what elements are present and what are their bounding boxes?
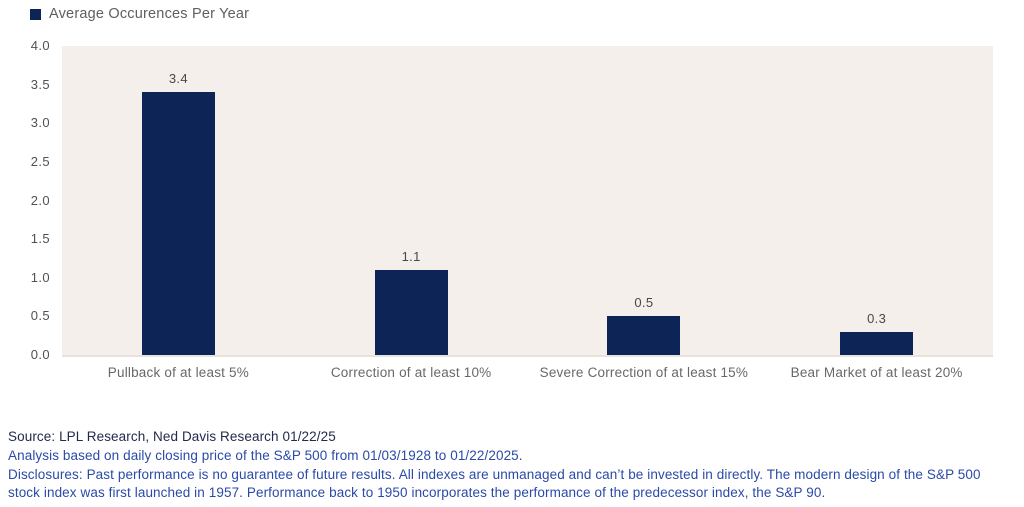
- bar[interactable]: [607, 316, 681, 355]
- y-tick-label: 2.0: [30, 192, 50, 208]
- legend-swatch-icon: [30, 8, 41, 20]
- legend: Average Occurences Per Year: [30, 6, 249, 22]
- bar[interactable]: [840, 331, 914, 355]
- y-tick-label: 0.0: [30, 347, 50, 362]
- footer-line: Source: LPL Research, Ned Davis Research…: [8, 429, 336, 444]
- x-axis-category-label: Bear Market of at least 20%: [790, 365, 963, 380]
- bar-value-label: 3.4: [168, 71, 188, 87]
- footer-line: Analysis based on daily closing price of…: [8, 447, 523, 463]
- footer-line: stock index was first launched in 1957. …: [8, 485, 826, 501]
- bar-group: 0.3: [760, 46, 993, 355]
- bar[interactable]: [374, 270, 448, 355]
- bar-value-label: 0.5: [634, 295, 654, 311]
- source-footer: Source: LPL Research, Ned Davis Research…: [8, 428, 1020, 503]
- bar[interactable]: [141, 92, 215, 355]
- y-tick-label: 1.0: [30, 269, 50, 285]
- y-tick-label: 1.5: [30, 231, 50, 247]
- bar-group: 3.4: [62, 46, 295, 355]
- bar-value-label: 1.1: [401, 249, 421, 265]
- x-axis-labels: Pullback of at least 5% Correction of at …: [62, 365, 993, 380]
- bar-group: 1.1: [295, 46, 528, 355]
- x-axis-category-label: Severe Correction of at least 15%: [539, 365, 749, 380]
- legend-label: Average Occurences Per Year: [49, 6, 250, 22]
- y-tick-label: 3.5: [30, 76, 50, 92]
- bar-value-label: 0.3: [867, 310, 887, 326]
- y-tick-label: 0.5: [30, 308, 50, 324]
- y-tick-label: 2.5: [30, 153, 50, 169]
- footer-line: Disclosures: Past performance is no guar…: [8, 466, 981, 482]
- plot-area: 3.4 1.1 0.5 0.3: [62, 46, 993, 357]
- y-tick-label: 4.0: [30, 38, 50, 53]
- bar-group: 0.5: [528, 46, 761, 355]
- x-axis-category-label: Pullback of at least 5%: [107, 365, 249, 380]
- y-tick-label: 3.0: [30, 115, 50, 131]
- x-axis-category-label: Correction of at least 10%: [330, 365, 492, 380]
